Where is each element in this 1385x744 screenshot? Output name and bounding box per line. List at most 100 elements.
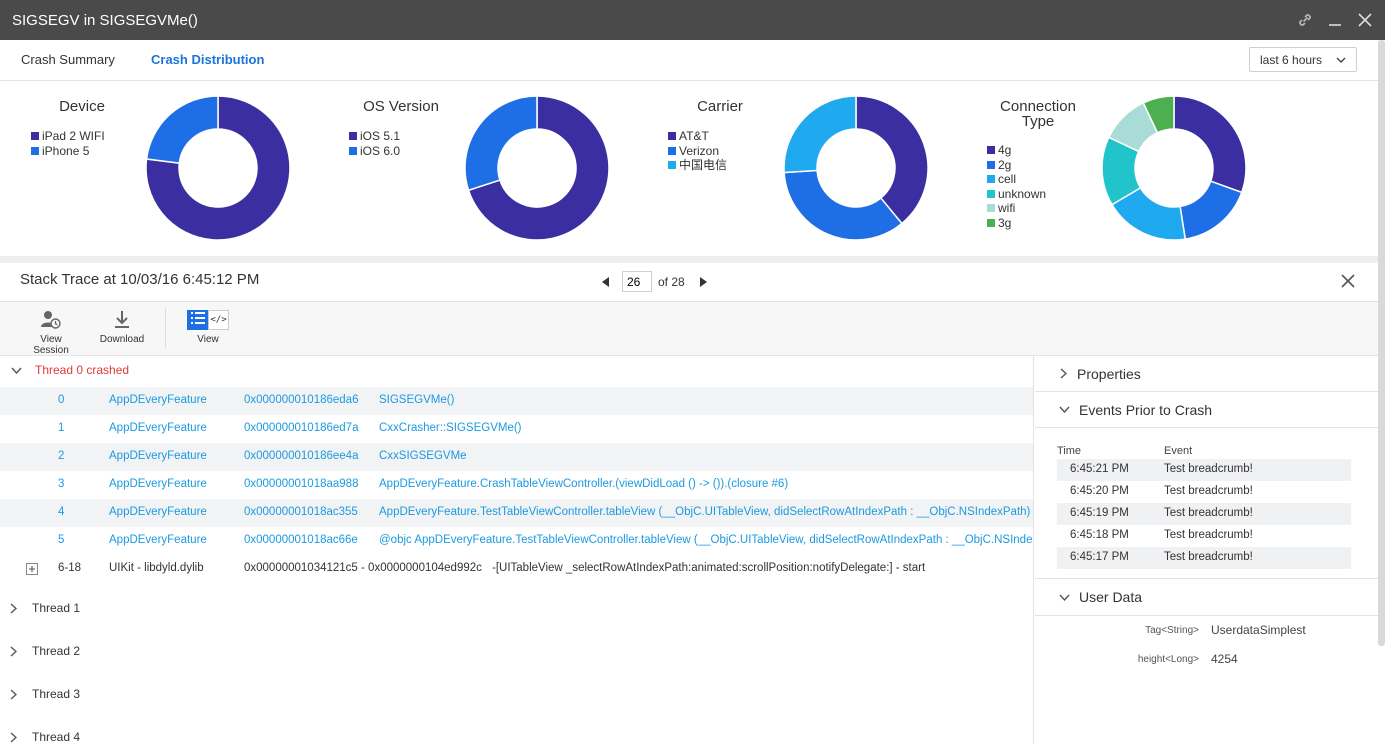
user-data-section-toggle[interactable]: User Data (1035, 578, 1378, 616)
minimize-icon[interactable] (1327, 12, 1343, 28)
list-view-icon[interactable] (187, 310, 208, 330)
event-time: 6:45:18 PM (1070, 529, 1129, 541)
legend-item[interactable]: 4g (987, 143, 1046, 158)
toolbar-divider (165, 308, 166, 348)
legend-item[interactable]: iOS 5.1 (349, 129, 400, 144)
close-window-icon[interactable] (1357, 12, 1373, 28)
collapsed-frame-row: 6-18 UIKit - libdyld.dylib 0x00000001034… (0, 555, 1033, 583)
download-icon (115, 311, 129, 328)
stack-trace-toolbar: View Session Download </> View (0, 302, 1385, 356)
event-row: 6:45:17 PM Test breadcrumb! (1057, 547, 1351, 569)
frame-index: 3 (58, 478, 65, 490)
close-icon[interactable] (1341, 274, 1355, 288)
legend-item[interactable]: iPad 2 WIFI (31, 129, 105, 144)
user-data-title: User Data (1079, 589, 1143, 605)
legend-label: 2g (998, 157, 1012, 172)
user-data-value: UserdataSimplest (1211, 623, 1306, 637)
thread-4-toggle[interactable]: Thread 4 (0, 723, 1033, 744)
link-icon[interactable] (1297, 12, 1313, 28)
legend-item[interactable]: unknown (987, 187, 1046, 202)
legend-swatch (31, 146, 39, 155)
tab-crash-summary[interactable]: Crash Summary (21, 52, 115, 67)
properties-title: Properties (1077, 365, 1141, 382)
legend-item[interactable]: 2g (987, 158, 1046, 173)
donut-slice[interactable] (145, 95, 219, 164)
chevron-right-icon (10, 731, 17, 743)
legend-item[interactable]: cell (987, 172, 1046, 187)
frame-row[interactable]: 0 AppDEveryFeature 0x000000010186eda6 SIGSE… (0, 387, 1033, 415)
donut-slice[interactable] (464, 95, 538, 192)
donut-slice[interactable] (145, 95, 291, 241)
donut-slice[interactable] (1179, 180, 1243, 240)
user-data-value: 4254 (1211, 652, 1238, 666)
frame-symbol: CxxSIGSEGVMe (379, 450, 467, 462)
frame-symbol: AppDEveryFeature.TestTableViewController… (379, 506, 1034, 518)
title-bar: SIGSEGV in SIGSEGVMe() (0, 0, 1385, 40)
frame-index: 6-18 (58, 562, 82, 574)
legend-swatch (349, 132, 357, 141)
frame-row[interactable]: 1 AppDEveryFeature 0x000000010186ed7a CxxCr… (0, 415, 1033, 443)
donut-slice[interactable] (1142, 95, 1175, 134)
page-count: of 28 (658, 274, 685, 289)
view-label: View (197, 334, 219, 345)
legend-item[interactable]: AT&T (668, 129, 727, 144)
frame-row[interactable]: 4 AppDEveryFeature 0x00000001018ac355 AppDE… (0, 499, 1034, 527)
expand-icon[interactable] (26, 563, 38, 575)
scrollbar[interactable] (1378, 40, 1385, 646)
events-section-toggle[interactable]: Events Prior to Crash (1035, 392, 1378, 428)
thread-2-toggle[interactable]: Thread 2 (0, 637, 1033, 665)
legend-swatch (668, 161, 676, 170)
legend-swatch (349, 146, 357, 155)
donut-slice[interactable] (1173, 95, 1247, 194)
time-range-select[interactable]: last 6 hours (1249, 47, 1357, 72)
thread-1-toggle[interactable]: Thread 1 (0, 594, 1033, 622)
chevron-down-icon (1059, 406, 1070, 413)
legend-label: iOS 6.0 (360, 143, 401, 158)
legend-item[interactable]: 3g (987, 216, 1046, 231)
legend-item[interactable]: iPhone 5 (31, 144, 105, 159)
frame-row[interactable]: 5 AppDEveryFeature 0x00000001018ac66e @objc… (0, 527, 1033, 555)
legend-swatch (987, 175, 995, 184)
chevron-right-icon (10, 688, 17, 700)
legend-item[interactable]: 中国电信 (668, 158, 727, 173)
frame-symbol: AppDEveryFeature.CrashTableViewControlle… (379, 478, 789, 490)
frame-module: AppDEveryFeature (109, 394, 207, 406)
device-chart: Device iPad 2 WIFI iPhone 5 (0, 81, 320, 256)
user-data-key: Tag<String> (1145, 625, 1199, 636)
next-page-icon[interactable] (697, 276, 709, 288)
thread-label: Thread 4 (32, 730, 81, 744)
event-time: 6:45:17 PM (1070, 551, 1129, 563)
prev-page-icon[interactable] (600, 276, 612, 288)
donut-slice[interactable] (783, 169, 903, 241)
legend-item[interactable]: Verizon (668, 144, 727, 159)
tab-bar: Crash Summary Crash Distribution last 6 … (0, 40, 1385, 81)
code-view-icon[interactable]: </> (208, 310, 229, 330)
donut-slice[interactable] (467, 95, 610, 241)
properties-section-toggle[interactable]: Properties (1035, 356, 1378, 392)
thread-0-toggle[interactable]: Thread 0 crashed (0, 356, 1033, 384)
donut-slice[interactable] (783, 95, 857, 174)
events-col-time: Time (1057, 445, 1082, 457)
chevron-right-icon (10, 645, 17, 657)
frame-module: UIKit - libdyld.dylib (109, 562, 204, 574)
frame-address: 0x00000001018aa988 (244, 478, 359, 490)
legend-item[interactable]: iOS 6.0 (349, 144, 400, 159)
frame-address: 0x00000001018ac355 (244, 506, 358, 518)
chart-title: Device (59, 98, 105, 115)
chart-legend: 4g 2g cell unknown wifi 3g (987, 143, 1046, 230)
donut-slice[interactable] (855, 95, 929, 225)
event-time: 6:45:21 PM (1070, 463, 1129, 475)
download-button[interactable]: Download (99, 310, 145, 345)
chevron-right-icon (10, 602, 17, 614)
frame-row[interactable]: 3 AppDEveryFeature 0x00000001018aa988 AppDE… (0, 471, 1033, 499)
view-session-button[interactable]: View Session (22, 310, 80, 356)
legend-swatch (31, 132, 39, 141)
legend-item[interactable]: wifi (987, 201, 1046, 216)
event-text: Test breadcrumb! (1164, 485, 1253, 497)
page-number-input[interactable] (622, 271, 652, 292)
frame-row[interactable]: 2 AppDEveryFeature 0x000000010186ee4a CxxSI… (0, 443, 1033, 471)
tab-crash-distribution[interactable]: Crash Distribution (151, 52, 265, 67)
chart-title-line: Type (1021, 113, 1055, 130)
view-toggle[interactable]: </> View (186, 310, 230, 345)
thread-3-toggle[interactable]: Thread 3 (0, 680, 1033, 708)
